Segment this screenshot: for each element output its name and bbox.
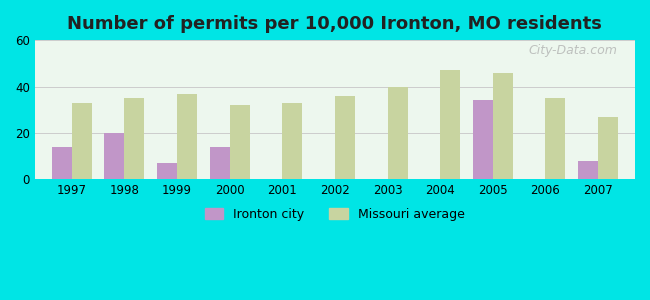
- Bar: [545, 98, 566, 179]
- Title: Number of permits per 10,000 Ironton, MO residents: Number of permits per 10,000 Ironton, MO…: [68, 15, 603, 33]
- Text: City-Data.com: City-Data.com: [528, 44, 617, 57]
- Bar: [72, 103, 92, 179]
- Bar: [229, 105, 250, 179]
- Bar: [473, 100, 493, 179]
- Bar: [578, 161, 598, 179]
- Bar: [104, 133, 124, 179]
- Bar: [493, 73, 513, 179]
- Bar: [282, 103, 302, 179]
- Bar: [51, 147, 72, 179]
- Bar: [598, 117, 618, 179]
- Bar: [124, 98, 144, 179]
- Legend: Ironton city, Missouri average: Ironton city, Missouri average: [200, 203, 470, 226]
- Bar: [335, 96, 355, 179]
- Bar: [440, 70, 460, 179]
- Bar: [177, 94, 197, 179]
- Bar: [157, 163, 177, 179]
- Bar: [209, 147, 229, 179]
- Bar: [387, 87, 408, 179]
